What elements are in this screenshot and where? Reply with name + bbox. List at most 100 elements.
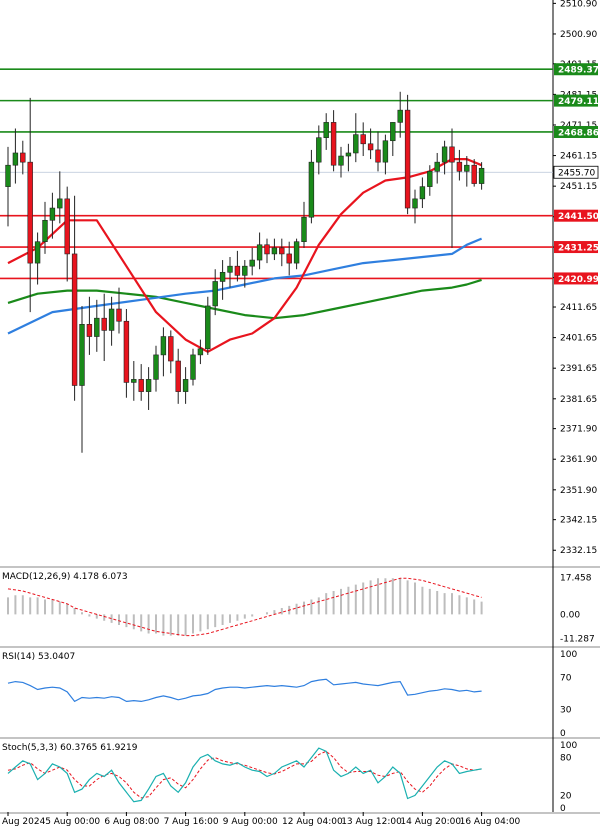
candle-body [464, 164, 470, 172]
macd-tick-label: 0.00 [560, 610, 580, 620]
level-label-box [554, 209, 598, 222]
candle-body [145, 379, 152, 392]
level-label-box [554, 94, 598, 107]
candle-body [212, 281, 218, 307]
candle-body [360, 134, 366, 145]
candle-body [271, 247, 278, 255]
candle-body [49, 207, 56, 221]
level-label: 2441.50 [558, 212, 599, 222]
candle-body [293, 241, 300, 264]
candle-body [116, 308, 122, 322]
panel-stoch [0, 739, 553, 812]
candle-body [434, 161, 440, 172]
price-tick-label: 2500.90 [560, 30, 597, 40]
macd-title: MACD(12,26,9) 4.178 6.073 [2, 572, 128, 582]
price-tick-label: 2510.90 [560, 0, 597, 9]
level-label: 2489.37 [558, 66, 599, 76]
time-label: 14 Aug 20:00 [400, 817, 461, 827]
rsi-tick-label: 0 [560, 729, 566, 739]
price-tick-label: 2471.15 [560, 121, 597, 131]
rsi-line [7, 678, 482, 703]
candle-body [160, 336, 167, 356]
candle-body [286, 253, 292, 264]
level-label: 2420.99 [558, 275, 599, 285]
candle-body [249, 259, 255, 267]
candle-body [34, 241, 41, 264]
candle-body [168, 336, 174, 362]
last-price-label: 2455.70 [558, 169, 595, 179]
candle-body [42, 219, 48, 242]
candle-body [175, 360, 181, 392]
price-tick-label: 2381.65 [560, 395, 597, 405]
time-label: Aug 2024 [2, 817, 46, 827]
candle-body [101, 317, 107, 331]
candle-body [330, 122, 337, 166]
ma-fast-line [7, 158, 483, 353]
time-label: 16 Aug 04:00 [460, 817, 521, 827]
candle-body [123, 320, 130, 383]
candle-body [94, 317, 100, 337]
candle-body [308, 161, 315, 218]
macd-tick-label: 17.458 [560, 573, 592, 583]
candle-body [138, 379, 144, 392]
candle-body [301, 216, 307, 242]
price-tick-label: 2391.65 [560, 364, 597, 374]
candle-body [323, 122, 329, 138]
level-label: 2468.86 [558, 128, 599, 138]
stoch-tick-label: 0 [560, 804, 566, 814]
panel-main [0, 0, 553, 566]
level-label: 2431.25 [558, 244, 599, 254]
time-label: 7 Aug 16:00 [164, 817, 219, 827]
candle-body [404, 109, 411, 209]
candle-body [441, 146, 448, 163]
candle-body [5, 164, 11, 187]
candle-body [264, 244, 270, 255]
candle-body [57, 198, 63, 209]
stoch-d-line [7, 750, 482, 799]
candle-body [478, 167, 485, 184]
candle-body [71, 253, 78, 386]
candle-body [338, 155, 344, 166]
time-label: 6 Aug 08:00 [104, 817, 159, 827]
price-tick-label: 2451.15 [560, 182, 597, 192]
candle-body [190, 354, 196, 380]
candle-body [375, 149, 381, 163]
candle-body [64, 198, 70, 255]
candle-body [353, 134, 359, 154]
candle-body [279, 247, 285, 255]
candle-body [153, 354, 159, 380]
candle-body [108, 308, 115, 331]
price-tick-label: 2461.15 [560, 152, 597, 162]
price-tick-label: 2411.65 [560, 303, 597, 313]
time-label: 12 Aug 04:00 [282, 817, 343, 827]
candle-body [456, 161, 463, 172]
candle-body [427, 171, 433, 187]
rsi-tick-label: 70 [560, 674, 572, 684]
candle-body [397, 109, 403, 123]
panel-rsi [0, 648, 553, 737]
candle-body [227, 265, 233, 273]
candle-body [219, 271, 226, 282]
stoch-k-line [7, 747, 482, 803]
candle-body [367, 143, 374, 151]
level-label-box [554, 272, 598, 285]
candle-body [449, 146, 455, 163]
candle-body [86, 324, 93, 337]
candle-body [345, 152, 352, 157]
candle-body [131, 379, 137, 383]
last-price-box [553, 165, 599, 179]
macd-tick-label: -11.287 [560, 634, 595, 644]
time-label: 5 Aug 00:00 [45, 817, 100, 827]
price-tick-label: 2371.90 [560, 425, 597, 435]
macd-signal-line [7, 577, 482, 637]
candle-body [20, 152, 26, 163]
price-tick-label: 2351.90 [560, 486, 597, 496]
candle-body [471, 164, 477, 184]
candle-body [316, 137, 322, 163]
stoch-tick-label: 100 [560, 741, 577, 751]
time-label: 9 Aug 00:00 [223, 817, 278, 827]
stoch-title: Stoch(5,3,3) 60.3765 61.9219 [2, 743, 138, 753]
rsi-tick-label: 30 [560, 705, 572, 715]
